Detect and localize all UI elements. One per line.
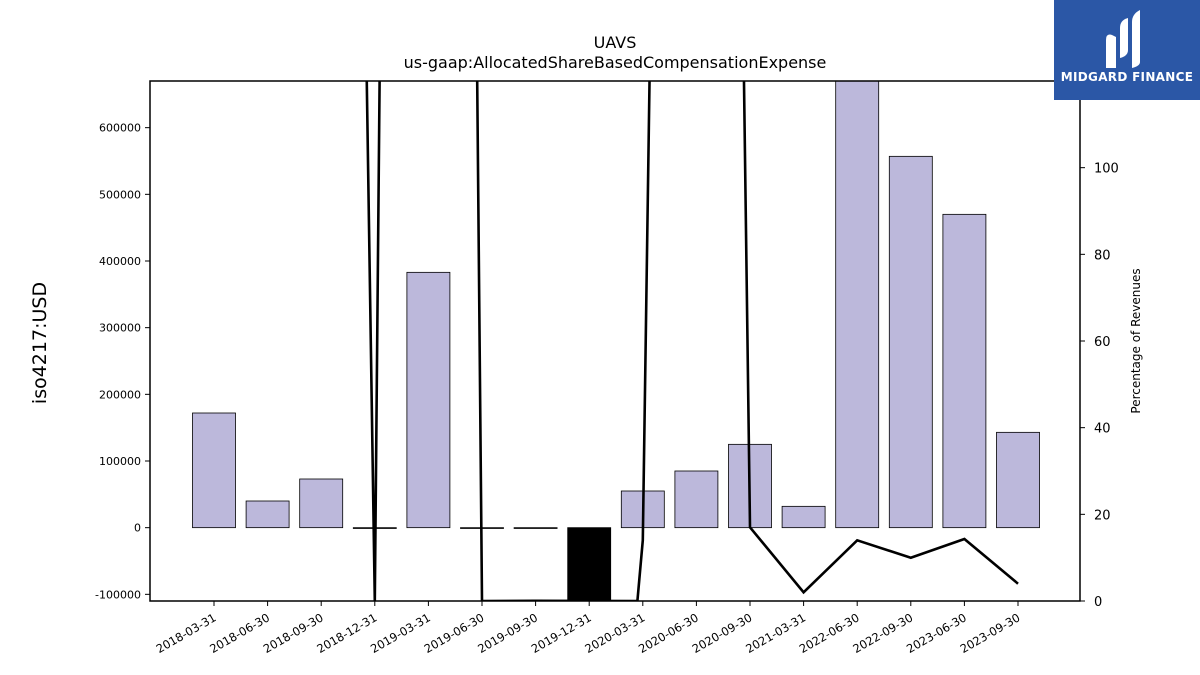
bar: [996, 431, 1040, 529]
logo-text: MIDGARD FINANCE: [1060, 70, 1194, 84]
bar: [888, 155, 933, 529]
x-tick-label: 2019-06-30: [422, 610, 487, 656]
x-tick-label: 2022-06-30: [797, 610, 862, 656]
x-tick-label: 2019-03-31: [368, 610, 433, 656]
x-tick-label: 2019-09-30: [475, 610, 540, 656]
chart-title: UAVS: [594, 33, 637, 52]
y-tick-label: 600000: [99, 122, 141, 135]
logo-mark-icon: [1106, 10, 1140, 68]
y-tick-label: 500000: [99, 188, 141, 201]
y2-tick-label: 0: [1094, 595, 1102, 610]
y2-tick-label: 80: [1094, 248, 1111, 263]
y2-axis-label: Percentage of Revenues: [1129, 268, 1143, 413]
bar: [192, 412, 236, 529]
bar: [245, 500, 290, 529]
y-axis-label: iso4217:USD: [29, 282, 51, 404]
x-tick-label: 2022-09-30: [850, 610, 915, 656]
x-tick-label: 2018-09-30: [261, 610, 326, 656]
x-tick-label: 2020-09-30: [690, 610, 755, 656]
x-tick-label: 2020-03-31: [582, 610, 647, 656]
y-tick-label: 100000: [99, 455, 141, 468]
y-tick-label: 300000: [99, 322, 141, 335]
x-tick-label: 2018-03-31: [154, 610, 219, 656]
x-tick-label: 2018-12-31: [314, 610, 379, 656]
x-tick-label: 2023-09-30: [958, 610, 1023, 656]
bar: [835, 81, 880, 529]
x-tick-label: 2019-12-31: [529, 610, 594, 656]
bar: [567, 527, 612, 601]
bar: [781, 505, 826, 529]
y2-tick-label: 40: [1094, 422, 1111, 437]
bar: [299, 478, 344, 529]
x-tick-label: 2021-03-31: [743, 610, 808, 656]
bar: [942, 213, 987, 529]
brand-logo: MIDGARD FINANCE: [1054, 0, 1200, 100]
y-tick-label: -100000: [95, 588, 141, 601]
bar: [513, 527, 558, 529]
y-tick-label: 400000: [99, 255, 141, 268]
y2-tick-label: 20: [1094, 508, 1111, 523]
y2-tick-label: 100: [1094, 162, 1119, 177]
bar: [674, 470, 719, 529]
x-tick-label: 2023-06-30: [904, 610, 969, 656]
bar: [406, 271, 451, 529]
y-tick-label: 200000: [99, 388, 141, 401]
x-tick-label: 2020-06-30: [636, 610, 701, 656]
x-tick-label: 2018-06-30: [207, 610, 272, 656]
y2-tick-label: 60: [1094, 335, 1111, 350]
chart-subtitle: us-gaap:AllocatedShareBasedCompensationE…: [404, 53, 827, 72]
y-tick-label: 0: [134, 522, 141, 535]
